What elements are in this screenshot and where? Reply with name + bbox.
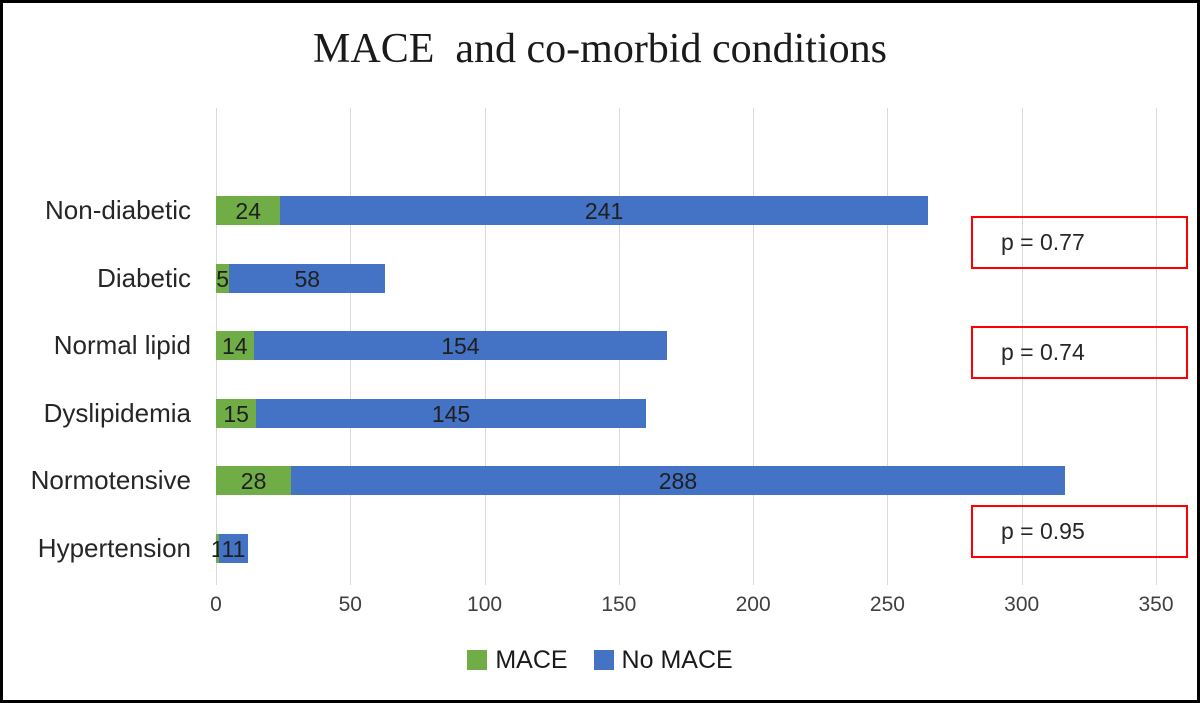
bar-segment-mace	[216, 534, 219, 563]
bar-segment-mace	[216, 399, 257, 428]
category-label: Non-diabetic	[45, 195, 191, 225]
bar-segment-no-mace	[280, 196, 928, 225]
bar-segment-no-mace	[218, 534, 249, 563]
x-axis-tick-label: 300	[1004, 593, 1040, 616]
bar-value-label: 145	[431, 401, 471, 427]
x-axis-tick-label: 50	[338, 593, 362, 616]
p-value-label: p = 0.77	[1001, 229, 1085, 255]
bar-segment-mace	[216, 466, 292, 495]
legend-item: No MACE	[593, 646, 733, 674]
x-axis-tick-label: 250	[869, 593, 905, 616]
legend: MACE No MACE	[3, 647, 1197, 673]
category-label: Normotensive	[30, 465, 191, 495]
p-value-box: p = 0.95	[971, 505, 1188, 558]
x-gridline	[1021, 108, 1023, 585]
chart-title: MACE and co-morbid conditions	[313, 26, 887, 72]
legend-item-label: No MACE	[621, 646, 733, 674]
p-value-box: p = 0.77	[971, 216, 1188, 269]
x-gridline	[1156, 108, 1157, 585]
legend-swatch-mace	[467, 650, 488, 670]
bar-segment-no-mace	[229, 264, 386, 293]
category-label: Dyslipidemia	[43, 398, 191, 428]
legend-item-label: MACE	[495, 646, 568, 674]
bar-value-label: 24	[235, 198, 262, 224]
p-value-label: p = 0.74	[1001, 339, 1085, 365]
bar-value-label: 154	[441, 333, 480, 359]
bar-value-label: 241	[584, 198, 624, 224]
x-axis-tick-label: 0	[210, 593, 222, 616]
x-gridline	[753, 108, 755, 585]
bar-segment-mace	[216, 196, 281, 225]
bar-segment-no-mace	[291, 466, 1065, 495]
bar-segment-no-mace	[253, 331, 668, 360]
category-label: Diabetic	[97, 263, 191, 293]
bar-value-label: 5	[216, 266, 230, 292]
x-axis-tick-label: 150	[601, 593, 637, 616]
x-axis-tick-label: 100	[467, 593, 503, 616]
bar-segment-mace	[216, 264, 230, 293]
legend-item: MACE	[467, 646, 568, 674]
category-label: Hypertension	[37, 533, 191, 563]
bar-segment-no-mace	[256, 399, 646, 428]
bar-value-label: 28	[240, 468, 267, 494]
p-value-label: p = 0.95	[1001, 518, 1085, 544]
bar-value-label: 58	[294, 266, 321, 292]
bar-value-label: 15	[223, 401, 249, 427]
x-axis-tick-label: 200	[735, 593, 771, 616]
bar-value-label: 14	[222, 333, 248, 359]
x-axis-tick-label: 350	[1138, 593, 1174, 616]
legend-swatch-no-mace	[593, 650, 614, 670]
bar-value-label: 288	[658, 468, 698, 494]
bar-value-label: 11	[221, 536, 246, 562]
x-gridline	[887, 108, 889, 585]
category-label: Normal lipid	[53, 330, 191, 360]
bar-segment-mace	[216, 331, 254, 360]
p-value-box: p = 0.74	[971, 326, 1188, 379]
